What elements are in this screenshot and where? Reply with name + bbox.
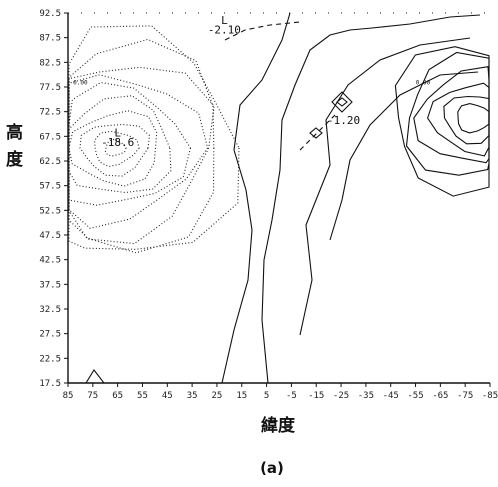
contour-line <box>426 82 490 157</box>
contour-line <box>336 97 348 107</box>
y-tick-label: 27.5 <box>39 330 61 340</box>
x-tick-label: 55 <box>137 391 148 401</box>
y-axis-label-top: 高 <box>6 122 23 143</box>
contour-lines <box>68 12 490 384</box>
y-tick-label: 92.5 <box>39 9 61 19</box>
contour-line <box>68 95 172 194</box>
x-tick-label: -45 <box>383 391 399 401</box>
y-tick-label: 62.5 <box>39 157 61 167</box>
contour-line <box>299 37 471 336</box>
x-tick-label: 35 <box>187 391 198 401</box>
x-tick-label: -25 <box>333 391 349 401</box>
contour-line <box>299 114 336 151</box>
contour-line <box>79 123 151 177</box>
y-tick-label: 87.5 <box>39 34 61 44</box>
x-tick-label: 45 <box>162 391 173 401</box>
x-axis-label: 緯度 <box>261 415 296 436</box>
plot-frame <box>67 12 490 384</box>
contour-value-label: -2.10 <box>208 24 241 37</box>
contour-line <box>68 25 240 250</box>
y-tick-label: 82.5 <box>39 58 61 68</box>
contour-annotations: L-18.6L-2.10-1.200.00 0.00 <box>73 14 430 149</box>
y-axis-label-bottom: 度 <box>6 149 24 170</box>
x-tick-label: -5 <box>286 391 297 401</box>
contour-line <box>68 74 209 229</box>
panel-label: (a) <box>260 459 284 477</box>
contour-value-label: -1.20 <box>327 114 360 127</box>
x-tick-label: 85 <box>63 391 74 401</box>
y-tick-label: 47.5 <box>39 231 61 241</box>
contour-line <box>309 127 323 139</box>
contour-value-label: -18.6 <box>101 136 134 149</box>
y-tick-label: 37.5 <box>39 280 61 290</box>
x-tick-label: -75 <box>457 391 473 401</box>
contour-line <box>94 130 140 168</box>
x-tick-label: -85 <box>482 391 498 401</box>
y-tick-label: 72.5 <box>39 108 61 118</box>
contour-line <box>261 14 481 384</box>
y-tick-label: 17.5 <box>39 379 61 389</box>
contour-value-label: L <box>221 14 228 27</box>
x-tick-label: 75 <box>87 391 98 401</box>
contour-line <box>68 38 215 254</box>
y-tick-label: 42.5 <box>39 256 61 266</box>
contour-line <box>68 66 215 245</box>
y-tick-label: 77.5 <box>39 83 61 93</box>
contour-value-label: L <box>114 126 121 139</box>
contour-line <box>85 369 105 384</box>
x-tick-label: 25 <box>212 391 223 401</box>
x-axis-ticks: 85 75 65 55 45 35 25 15 5 -5 -15 -25 -35 -45 -55 -65 -75… <box>63 383 498 401</box>
contour-line <box>405 51 490 176</box>
y-tick-label: 22.5 <box>39 354 61 364</box>
x-tick-label: 65 <box>112 391 123 401</box>
x-tick-label: 15 <box>236 391 247 401</box>
x-tick-label: -15 <box>308 391 324 401</box>
y-axis-ticks: 92.5 87.5 82.5 77.5 72.5 67.5 62.5 57.5 52.5 47.5… <box>39 9 68 389</box>
x-tick-label: 5 <box>264 391 269 401</box>
contour-value-label: 0.00 <box>73 80 88 87</box>
contour-line <box>331 91 353 113</box>
y-tick-label: 67.5 <box>39 132 61 142</box>
contour-value-label: 0.00 <box>416 80 431 87</box>
contour-line <box>443 95 490 145</box>
x-tick-label: -65 <box>432 391 448 401</box>
contour-line <box>104 138 127 157</box>
y-tick-label: 57.5 <box>39 182 61 192</box>
y-tick-label: 52.5 <box>39 206 61 216</box>
y-tick-label: 32.5 <box>39 305 61 315</box>
contour-line <box>224 21 301 41</box>
contour-line <box>329 71 479 241</box>
x-tick-label: -55 <box>407 391 423 401</box>
contour-line <box>394 46 490 197</box>
x-tick-label: -35 <box>358 391 374 401</box>
contour-line <box>457 103 490 134</box>
contour-line <box>221 12 291 384</box>
